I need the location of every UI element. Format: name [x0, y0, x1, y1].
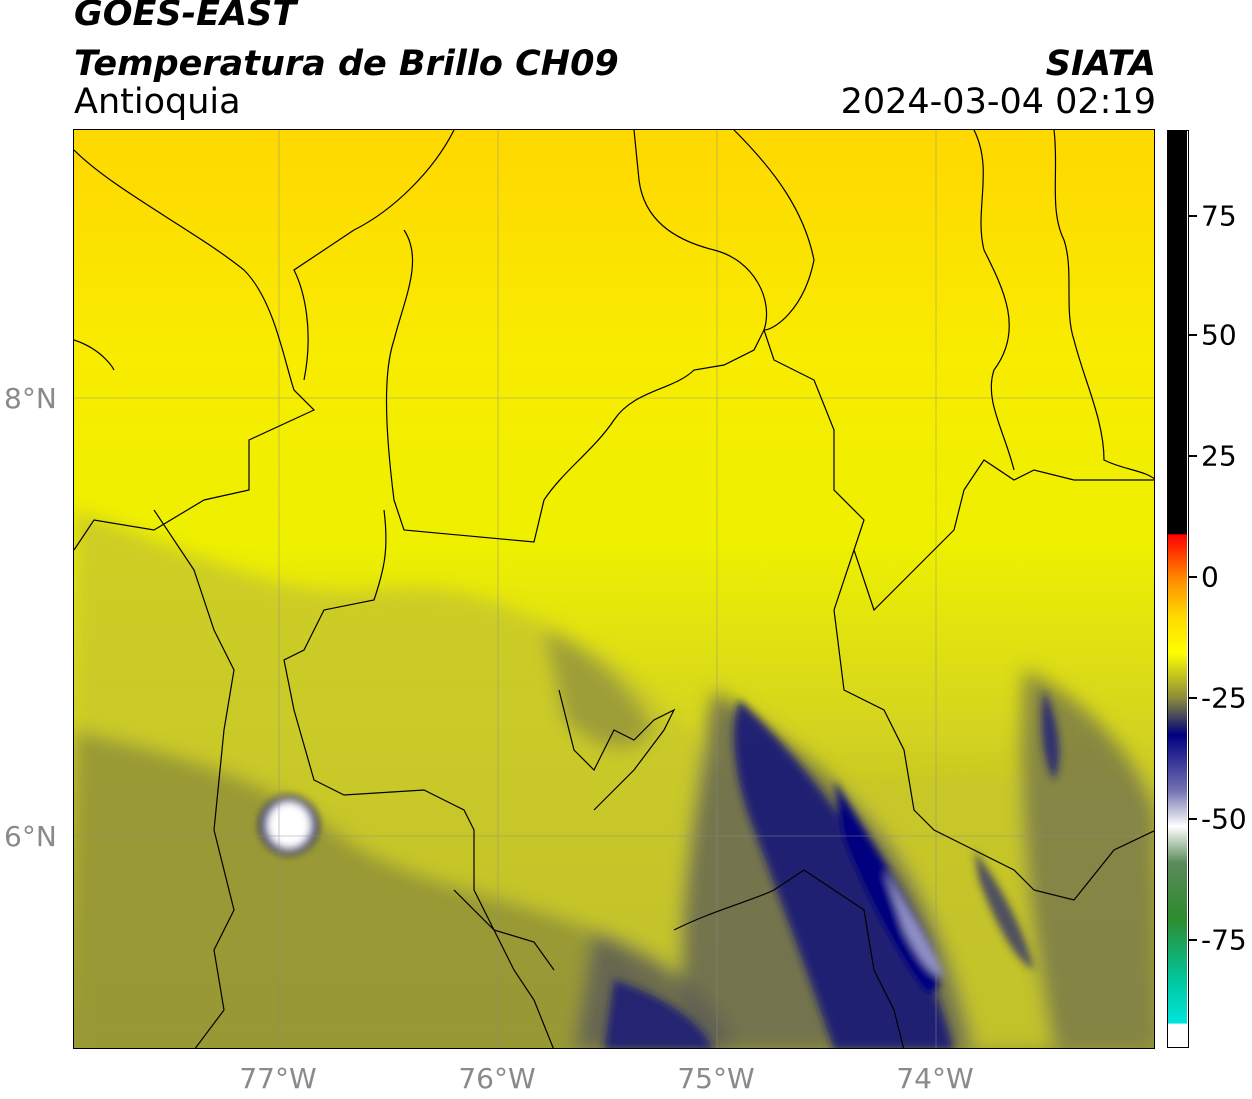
colorbar-tick: [1189, 455, 1197, 457]
lon-label-75w: 75°W: [677, 1062, 755, 1095]
colorbar-label-25: 25: [1201, 439, 1237, 473]
lat-label-6n: 6°N: [4, 820, 57, 853]
gridlines: [74, 130, 1154, 1048]
colorbar-tick: [1189, 818, 1197, 820]
colorbar-label-minus25: -25: [1201, 681, 1247, 715]
colorbar-tick: [1189, 576, 1197, 578]
colorbar-tick: [1189, 334, 1197, 336]
boundary-lines: [74, 130, 1154, 1048]
colorbar-gradient: [1168, 131, 1187, 1046]
colorbar-label-minus50: -50: [1201, 802, 1247, 836]
convective-clouds: [260, 690, 1060, 1048]
lon-label-76w: 76°W: [458, 1062, 536, 1095]
colorbar-label-50: 50: [1201, 318, 1237, 352]
colorbar-tick: [1189, 939, 1197, 941]
lon-label-77w: 77°W: [239, 1062, 317, 1095]
lon-label-74w: 74°W: [896, 1062, 974, 1095]
colorbar-label-75: 75: [1201, 199, 1237, 233]
lat-label-8n: 8°N: [4, 382, 57, 415]
datetime-label: 2024-03-04 02:19: [840, 82, 1156, 122]
product-title: Temperatura de Brillo CH09: [74, 44, 619, 84]
colorbar-label-0: 0: [1201, 560, 1219, 594]
colorbar-label-minus75: -75: [1201, 923, 1247, 957]
colorbar-tick: [1189, 215, 1197, 217]
colorbar-tick: [1189, 697, 1197, 699]
colorbar: [1167, 130, 1189, 1048]
satellite-title: GOES-EAST: [74, 0, 297, 34]
organization-label: SIATA: [1045, 44, 1156, 84]
brightness-temperature-map[interactable]: [73, 129, 1155, 1049]
region-subtitle: Antioquia: [74, 82, 241, 122]
